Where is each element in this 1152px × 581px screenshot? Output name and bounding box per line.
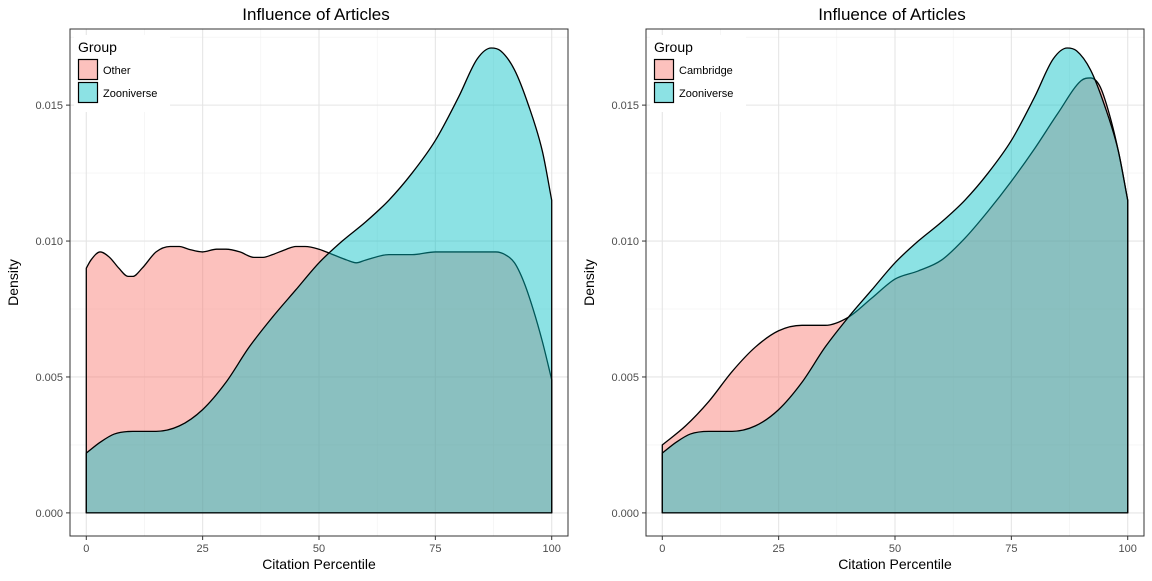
chart-title: Influence of Articles bbox=[818, 5, 965, 24]
y-tick-label: 0.005 bbox=[35, 372, 63, 384]
y-tick-label: 0.000 bbox=[35, 508, 63, 520]
x-tick-label: 100 bbox=[1119, 543, 1137, 555]
legend-title: Group bbox=[654, 39, 693, 55]
y-tick-label: 0.010 bbox=[611, 236, 639, 248]
x-tick-label: 25 bbox=[773, 543, 785, 555]
x-tick-label: 25 bbox=[197, 543, 209, 555]
density-area-zooniverse bbox=[85, 47, 553, 514]
chart-panel-2: 0 25 50 75 100 0.000 0.005 0.010 0.015 Influence … bbox=[581, 5, 1145, 572]
chart-panel-1: 0 25 50 75 100 0.000 0.005 0.010 0.015 Influence … bbox=[5, 5, 569, 572]
x-axis-label: Citation Percentile bbox=[262, 556, 376, 572]
legend-key-background bbox=[654, 59, 674, 80]
x-tick-label: 100 bbox=[543, 543, 561, 555]
x-tick-label: 0 bbox=[659, 543, 665, 555]
legend-label: Zooniverse bbox=[679, 88, 733, 100]
legend: Group Other Zooniverse bbox=[74, 35, 170, 112]
x-tick-label: 50 bbox=[313, 543, 325, 555]
y-tick-label: 0.015 bbox=[611, 100, 639, 112]
y-axis-label: Density bbox=[581, 259, 597, 306]
legend-label: Zooniverse bbox=[103, 88, 157, 100]
y-tick-label: 0.000 bbox=[611, 508, 639, 520]
legend-key-zooniverse bbox=[77, 81, 99, 104]
legend-key-background bbox=[654, 82, 674, 103]
density-area-cambridge bbox=[661, 77, 1129, 514]
chart-title: Influence of Articles bbox=[242, 5, 389, 24]
x-tick-label: 75 bbox=[1005, 543, 1017, 555]
legend: Group Cambridge Zooniverse bbox=[650, 35, 746, 112]
legend-key-cambridge bbox=[653, 58, 675, 81]
legend-label: Other bbox=[103, 65, 131, 77]
x-tick-label: 50 bbox=[889, 543, 901, 555]
y-tick-label: 0.015 bbox=[35, 100, 63, 112]
density-area-zooniverse bbox=[661, 47, 1129, 514]
legend-title: Group bbox=[78, 39, 117, 55]
legend-key-background bbox=[78, 59, 98, 80]
y-tick-label: 0.005 bbox=[611, 372, 639, 384]
legend-key-other bbox=[77, 58, 99, 81]
legend-key-zooniverse bbox=[653, 81, 675, 104]
y-tick-label: 0.010 bbox=[35, 236, 63, 248]
x-tick-label: 0 bbox=[83, 543, 89, 555]
legend-label: Cambridge bbox=[679, 65, 733, 77]
legend-key-background bbox=[78, 82, 98, 103]
x-tick-label: 75 bbox=[429, 543, 441, 555]
density-area-other bbox=[85, 245, 553, 514]
x-axis-label: Citation Percentile bbox=[838, 556, 952, 572]
y-axis-label: Density bbox=[5, 259, 21, 306]
